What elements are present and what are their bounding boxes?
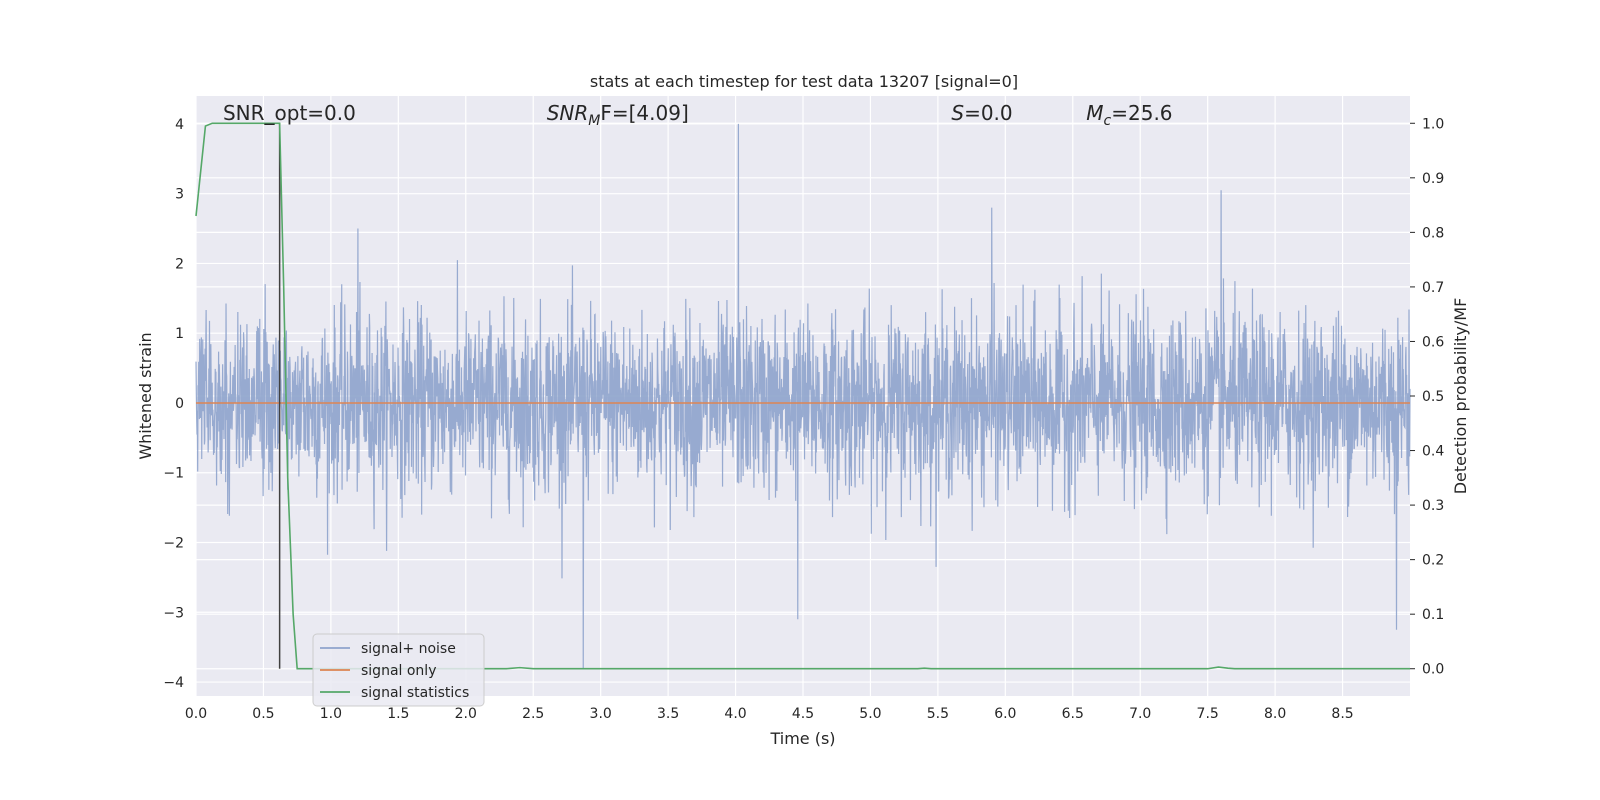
x-tick-label: 2.0 xyxy=(455,706,477,722)
legend-label: signal only xyxy=(361,663,436,679)
x-tick-label: 6.0 xyxy=(994,706,1016,722)
y2-tick-label: 0.6 xyxy=(1422,334,1444,350)
x-tick-label: 3.5 xyxy=(657,706,679,722)
legend-label: signal+ noise xyxy=(361,641,456,657)
signal-statistics-line xyxy=(195,122,1410,670)
x-tick-label: 0.5 xyxy=(252,706,274,722)
y2-tick-label: 0.1 xyxy=(1422,607,1444,623)
y2-axis-label: Detection probability/MF xyxy=(1451,298,1470,495)
legend-box xyxy=(312,633,485,707)
annotation-2: S=0.0 xyxy=(951,101,1012,125)
x-tick-label: 6.5 xyxy=(1062,706,1084,722)
y-tick-label: 4 xyxy=(175,117,184,133)
y-tick-label: 1 xyxy=(175,326,184,342)
x-tick-label: 4.5 xyxy=(792,706,814,722)
series-signal-statistics xyxy=(195,122,1410,670)
x-axis-label: Time (s) xyxy=(769,729,835,748)
annotation-1: SNRMF=[4.09] xyxy=(547,101,689,129)
y-axis-ticks: 4 3 2 1 0 −1 −2 −3 −4 xyxy=(163,117,184,691)
legend: signal+ noise signal only signal statistic… xyxy=(312,633,485,707)
y2-tick-label: 0.7 xyxy=(1422,280,1444,296)
x-tick-label: 1.5 xyxy=(387,706,409,722)
y-tick-label: −4 xyxy=(163,675,184,691)
chart-title: stats at each timestep for test data 132… xyxy=(590,72,1018,91)
x-tick-label: 0.0 xyxy=(185,706,207,722)
legend-label: signal statistics xyxy=(361,685,469,701)
y-tick-label: 3 xyxy=(175,187,184,203)
y2-tick-label: 0.0 xyxy=(1422,662,1444,678)
noise-line xyxy=(195,123,1411,669)
x-axis-ticks: 0.0 0.5 1.0 1.5 2.0 2.5 3.0 3.5 4.0 4.5 5.0 5.5 6.0 6… xyxy=(185,706,1354,722)
x-tick-label: 1.0 xyxy=(320,706,342,722)
y-tick-label: −1 xyxy=(163,466,184,482)
annotation-3: Mc=25.6 xyxy=(1086,101,1172,129)
y2-tick-label: 1.0 xyxy=(1422,116,1444,132)
x-tick-label: 7.5 xyxy=(1197,706,1219,722)
y2-axis-ticks: 1.0 0.9 0.8 0.7 0.6 0.5 0.4 0.3 0.2 0.1 0.0 xyxy=(1410,116,1444,678)
y2-tick-label: 0.5 xyxy=(1422,389,1444,405)
y-tick-label: 0 xyxy=(175,396,184,412)
x-tick-label: 8.5 xyxy=(1331,706,1353,722)
x-tick-label: 2.5 xyxy=(522,706,544,722)
y2-tick-label: 0.8 xyxy=(1422,225,1444,241)
x-tick-label: 5.0 xyxy=(859,706,881,722)
x-tick-label: 3.0 xyxy=(590,706,612,722)
y2-tick-label: 0.3 xyxy=(1422,498,1444,514)
annotation-0: SNR_opt=0.0 xyxy=(223,101,356,125)
y2-tick-label: 0.2 xyxy=(1422,553,1444,569)
x-tick-label: 5.5 xyxy=(927,706,949,722)
x-tick-label: 8.0 xyxy=(1264,706,1286,722)
y-tick-label: −2 xyxy=(163,536,184,552)
y-axis-label: Whitened strain xyxy=(136,332,155,459)
y-tick-label: 2 xyxy=(175,256,184,272)
y2-tick-label: 0.4 xyxy=(1422,444,1444,460)
series-signal-noise xyxy=(195,123,1411,669)
x-tick-label: 7.0 xyxy=(1129,706,1151,722)
annotations: SNR_opt=0.0 SNRMF=[4.09] S=0.0 Mc=25.6 xyxy=(223,101,1173,129)
x-tick-label: 4.0 xyxy=(724,706,746,722)
y2-tick-label: 0.9 xyxy=(1422,171,1444,187)
y-tick-label: −3 xyxy=(163,605,184,621)
